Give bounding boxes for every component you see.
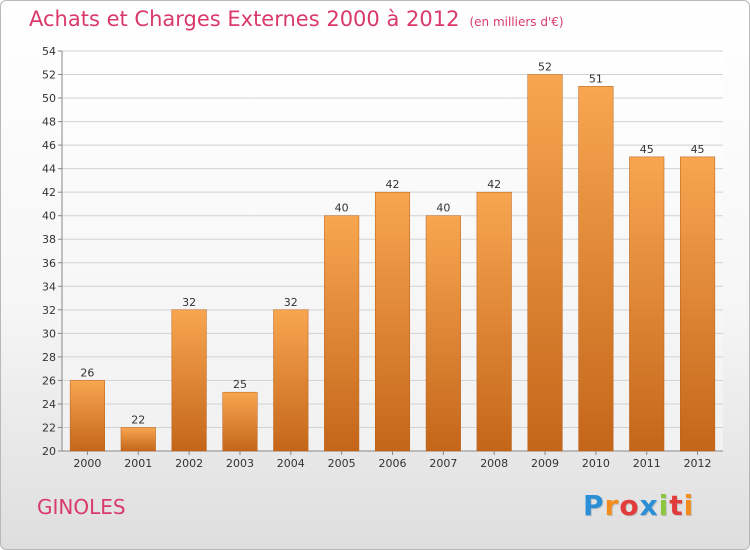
data-label-2005: 40: [335, 202, 349, 215]
data-label-2007: 40: [436, 202, 450, 215]
y-tick-label: 38: [42, 233, 56, 246]
x-tick-label: 2011: [633, 457, 661, 470]
bar-2012: [680, 156, 716, 452]
y-tick-label: 42: [42, 186, 56, 199]
y-tick-label: 32: [42, 304, 56, 317]
x-tick-label: 2010: [582, 457, 610, 470]
chart-title: Achats et Charges Externes 2000 à 2012 (e…: [29, 7, 564, 31]
x-tick-label: 2004: [277, 457, 305, 470]
bar-2004: [273, 309, 309, 452]
x-tick-label: 2000: [73, 457, 101, 470]
x-tick-label: 2001: [124, 457, 152, 470]
x-tick-label: 2002: [175, 457, 203, 470]
data-label-2008: 42: [487, 178, 501, 191]
y-tick-label: 50: [42, 92, 56, 105]
x-tick-label: 2012: [684, 457, 712, 470]
data-label-2006: 42: [386, 178, 400, 191]
bar-2006: [374, 191, 411, 452]
y-tick-label: 40: [42, 210, 56, 223]
bar-2007: [425, 215, 461, 452]
logo-letter: r: [604, 489, 620, 522]
y-tick-label: 44: [42, 163, 56, 176]
x-tick-label: 2008: [480, 457, 508, 470]
y-tick-label: 48: [42, 116, 56, 129]
data-label-2012: 45: [691, 143, 705, 156]
bar-2003: [222, 391, 258, 452]
chart-subtitle: (en milliers d'€): [469, 15, 564, 29]
logo-letter: i: [683, 489, 695, 522]
logo-letter: t: [669, 489, 684, 522]
data-label-2010: 51: [589, 72, 603, 85]
bar-2009: [527, 74, 563, 452]
y-tick-label: 26: [42, 374, 56, 387]
bar-2002: [171, 309, 207, 452]
y-tick-label: 46: [42, 139, 56, 152]
data-label-2011: 45: [640, 143, 654, 156]
bar-2000: [69, 380, 105, 452]
bar-2005: [324, 215, 360, 452]
data-label-2000: 26: [80, 366, 94, 379]
bar-2011: [629, 156, 665, 452]
x-tick-label: 2006: [379, 457, 407, 470]
x-tick-label: 2007: [429, 457, 457, 470]
logo-letter: o: [619, 489, 640, 522]
data-label-2009: 52: [538, 61, 552, 74]
x-tick-label: 2009: [531, 457, 559, 470]
y-tick-label: 20: [42, 445, 56, 458]
bar-2008: [476, 191, 512, 452]
y-tick-label: 36: [42, 257, 56, 270]
location-name: GINOLES: [37, 495, 126, 519]
x-tick-label: 2005: [328, 457, 356, 470]
proxiti-logo: Proxiti: [583, 489, 694, 522]
y-tick-label: 22: [42, 421, 56, 434]
data-label-2003: 25: [233, 378, 247, 391]
y-tick-label: 54: [42, 45, 56, 58]
data-label-2004: 32: [284, 296, 298, 309]
logo-letter: x: [639, 489, 659, 522]
chart-title-text: Achats et Charges Externes 2000 à 2012: [29, 7, 460, 31]
bar-2001: [120, 427, 156, 452]
bar-2010: [578, 86, 614, 452]
data-label-2001: 22: [131, 413, 145, 426]
y-tick-label: 34: [42, 280, 56, 293]
logo-letter: P: [583, 489, 605, 522]
x-tick-label: 2003: [226, 457, 254, 470]
y-tick-label: 28: [42, 351, 56, 364]
data-label-2002: 32: [182, 296, 196, 309]
y-tick-label: 24: [42, 398, 56, 411]
logo-letter: i: [658, 489, 670, 522]
y-tick-label: 52: [42, 69, 56, 82]
y-tick-label: 30: [42, 327, 56, 340]
